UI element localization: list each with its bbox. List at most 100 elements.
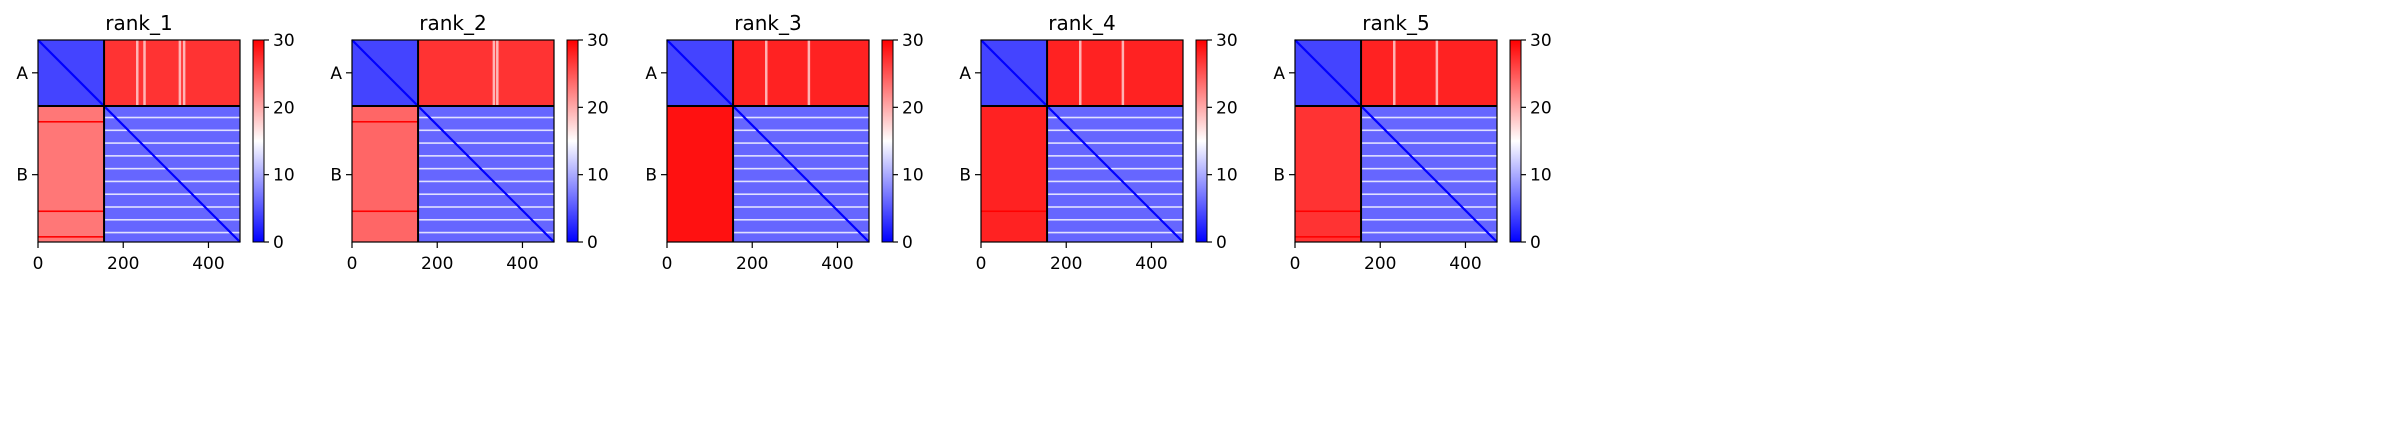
- bb-band: [1361, 116, 1497, 119]
- ab-stripe: [492, 40, 496, 107]
- y-tick-label: A: [1273, 64, 1285, 84]
- x-tick-label: 400: [506, 254, 538, 274]
- colorbar-tick-label: 30: [273, 31, 295, 51]
- panel-title: rank_4: [1048, 11, 1115, 35]
- bb-band: [733, 167, 869, 170]
- heatmap-panel: rank_3 0 200 400 A B 0 10 20 30: [645, 11, 923, 274]
- colorbar-tick-label: 0: [902, 233, 913, 253]
- diagonal: [1294, 39, 1498, 243]
- x-tick-label: 400: [192, 254, 224, 274]
- plot-frame: [666, 39, 870, 243]
- bb-band: [104, 193, 240, 196]
- block-BA: [667, 106, 734, 242]
- bb-band: [733, 206, 869, 208]
- bb-band: [418, 180, 554, 183]
- ab-stripe: [1079, 40, 1082, 107]
- x-tick-label: 200: [1050, 254, 1082, 274]
- bb-band: [104, 129, 240, 132]
- bb-band: [1047, 180, 1183, 183]
- y-tick-label: B: [16, 166, 28, 186]
- x-tick-label: 0: [33, 254, 44, 274]
- block-AB: [733, 40, 869, 107]
- panel-title: rank_1: [105, 11, 172, 35]
- ab-stripe: [765, 40, 768, 107]
- bb-band: [1361, 231, 1497, 234]
- x-tick-label: 200: [1364, 254, 1396, 274]
- x-tick-label: 200: [421, 254, 453, 274]
- bb-band: [418, 231, 554, 234]
- colorbar: [1195, 39, 1208, 243]
- colorbar-tick-label: 20: [1530, 98, 1552, 118]
- ab-stripe: [136, 40, 139, 107]
- diagonal: [351, 39, 555, 243]
- colorbar-tick-label: 20: [273, 98, 295, 118]
- colorbar-tick-label: 10: [1216, 166, 1238, 186]
- colorbar-tick-label: 10: [902, 166, 924, 186]
- colorbar-tick-label: 0: [273, 233, 284, 253]
- ab-stripe: [178, 40, 182, 107]
- bb-band: [733, 155, 869, 157]
- block-AB: [1361, 40, 1497, 107]
- bb-band: [104, 206, 240, 208]
- plot-frame: [37, 39, 241, 243]
- x-tick-label: 200: [107, 254, 139, 274]
- bb-band: [1047, 155, 1183, 157]
- bb-band: [104, 218, 240, 221]
- colorbar-tick-label: 30: [587, 31, 609, 51]
- ba-stripe: [38, 236, 105, 238]
- bb-band: [733, 142, 869, 144]
- block-BA: [352, 106, 419, 242]
- bb-band: [1047, 142, 1183, 144]
- block-AB: [104, 40, 240, 107]
- y-tick-label: B: [330, 166, 342, 186]
- bb-band: [418, 193, 554, 196]
- heatmap-panel: rank_1 0 200 400 A B 0 10 20 30: [16, 11, 294, 274]
- plot-frame: [1294, 39, 1498, 243]
- colorbar-tick-label: 0: [587, 233, 598, 253]
- colorbar-tick-label: 20: [1216, 98, 1238, 118]
- panel-title: rank_5: [1362, 11, 1429, 35]
- x-tick-label: 400: [1449, 254, 1481, 274]
- diagonal: [980, 39, 1184, 243]
- ba-stripe: [981, 210, 1048, 213]
- y-tick-label: A: [330, 64, 342, 84]
- panel-title: rank_3: [734, 11, 801, 35]
- ab-stripe: [1121, 40, 1125, 107]
- colorbar-tick-label: 30: [902, 31, 924, 51]
- heatmap-panel: rank_4 0 200 400 A B 0 10 20 30: [959, 11, 1237, 274]
- colorbar-tick-label: 10: [1530, 166, 1552, 186]
- bb-band: [733, 116, 869, 119]
- bb-band: [104, 142, 240, 144]
- bb-band: [1047, 116, 1183, 119]
- ba-stripe: [352, 120, 419, 123]
- bb-band: [104, 167, 240, 170]
- plot-frame: [351, 39, 555, 243]
- colorbar-tick-label: 20: [587, 98, 609, 118]
- x-tick-label: 0: [347, 254, 358, 274]
- diagonal: [666, 39, 870, 243]
- x-tick-label: 0: [1290, 254, 1301, 274]
- bb-band: [1361, 167, 1497, 170]
- y-tick-label: B: [959, 166, 971, 186]
- colorbar: [252, 39, 265, 243]
- bb-band: [418, 142, 554, 144]
- y-tick-label: A: [645, 64, 657, 84]
- block-AB: [418, 40, 554, 107]
- panel-title: rank_2: [419, 11, 486, 35]
- bb-band: [418, 116, 554, 119]
- bb-band: [1047, 206, 1183, 208]
- ba-stripe: [1295, 210, 1362, 213]
- y-tick-label: B: [1273, 166, 1285, 186]
- colorbar: [566, 39, 579, 243]
- plot-frame: [980, 39, 1184, 243]
- ab-stripe: [807, 40, 811, 107]
- bb-band: [104, 155, 240, 157]
- x-tick-label: 0: [976, 254, 987, 274]
- bb-band: [733, 129, 869, 132]
- bb-band: [1361, 142, 1497, 144]
- bb-band: [1361, 155, 1497, 157]
- colorbar-tick-label: 30: [1216, 31, 1238, 51]
- colorbar-tick-label: 30: [1530, 31, 1552, 51]
- bb-band: [104, 180, 240, 183]
- bb-band: [1361, 206, 1497, 208]
